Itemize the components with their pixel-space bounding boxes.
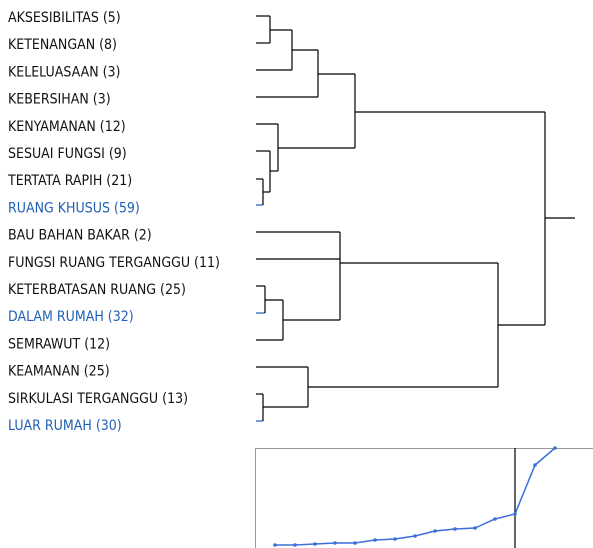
leaf-label: SIRKULASI TERGANGGU (13) (8, 391, 188, 407)
scree-point (313, 542, 317, 546)
leaf-label: RUANG KHUSUS (59) (8, 200, 140, 216)
leaf-label: BAU BAHAN BAKAR (2) (8, 228, 152, 244)
leaf-label: KEAMANAN (25) (8, 364, 110, 380)
leaf-label: KENYAMANAN (12) (8, 119, 126, 135)
leaf-label: AKSESIBILITAS (5) (8, 10, 121, 26)
leaf-label: KELELUASAAN (3) (8, 64, 120, 80)
leaf-label: LUAR RUMAH (30) (8, 418, 122, 434)
scree-point (553, 446, 557, 450)
scree-point (513, 512, 517, 516)
scree-point (393, 537, 397, 541)
scree-point (293, 543, 297, 547)
scree-point (373, 538, 377, 542)
leaf-label: KETENANGAN (8) (8, 37, 117, 53)
leaf-label: KETERBATASAN RUANG (25) (8, 282, 186, 298)
leaf-label: SESUAI FUNGSI (9) (8, 146, 127, 162)
scree-point (333, 541, 337, 545)
leaf-label: TERTATA RAPIH (21) (7, 173, 132, 189)
scree-point (273, 543, 277, 547)
dendrogram-tree (256, 15, 575, 422)
scree-point (473, 526, 477, 530)
scree-point (433, 529, 437, 533)
leaf-label: KEBERSIHAN (3) (8, 92, 111, 108)
scree-point (493, 517, 497, 521)
leaf-label: SEMRAWUT (12) (8, 336, 110, 352)
scree-point (353, 541, 357, 545)
scree-point (453, 527, 457, 531)
leaf-label: FUNGSI RUANG TERGANGGU (11) (8, 255, 220, 271)
scree-point (533, 463, 537, 467)
scree-point (413, 534, 417, 538)
leaf-label: DALAM RUMAH (32) (8, 309, 134, 325)
